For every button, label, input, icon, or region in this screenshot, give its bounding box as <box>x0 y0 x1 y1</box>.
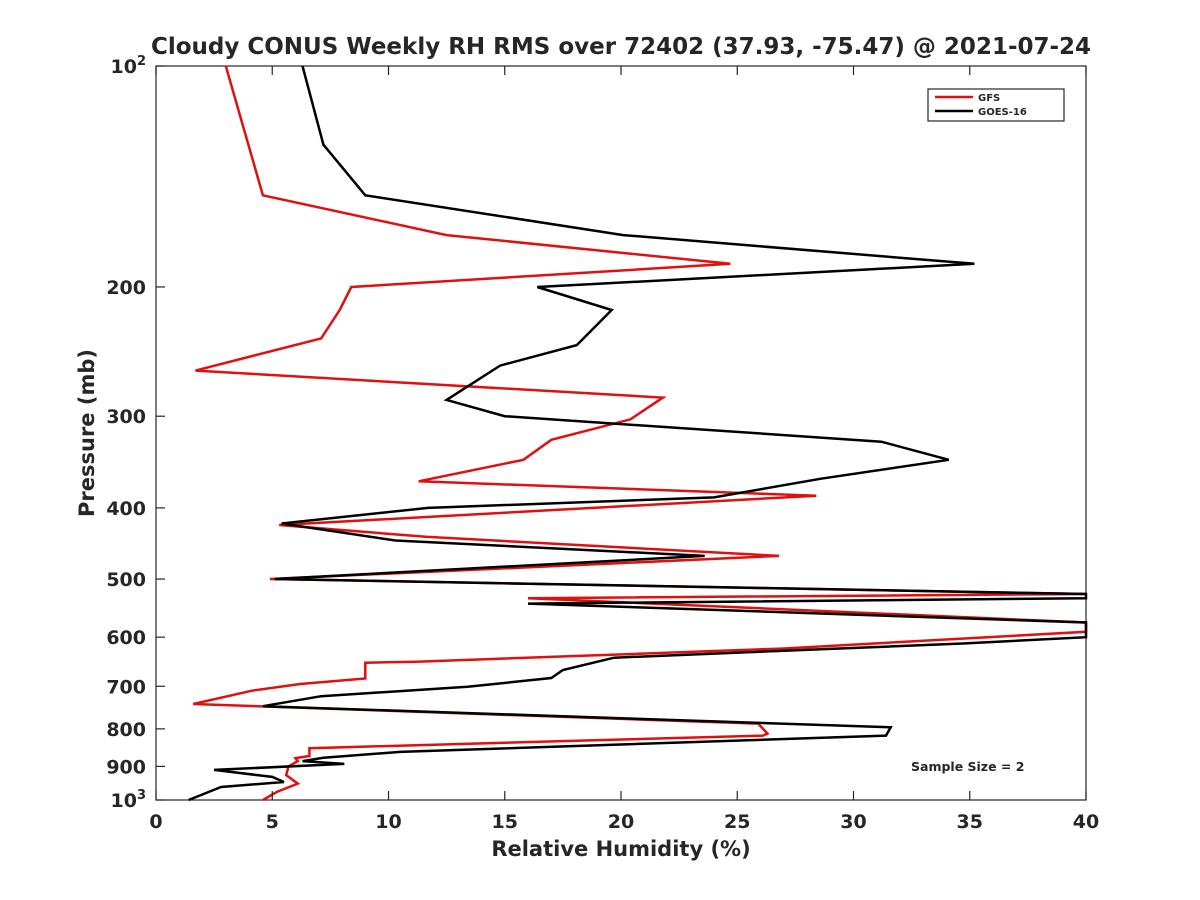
series-layer <box>188 65 1088 802</box>
x-tick-label: 10 <box>375 811 401 833</box>
legend-label-gfs: GFS <box>978 93 1000 104</box>
plot-area <box>155 65 1087 801</box>
y-tick-label: 102 <box>111 54 147 78</box>
x-tick-label: 40 <box>1073 811 1099 833</box>
y-tick-label: 900 <box>106 756 146 778</box>
x-tick-label: 25 <box>724 811 750 833</box>
x-tick-label: 20 <box>608 811 634 833</box>
legend: GFS GOES-16 <box>927 88 1065 122</box>
y-tick-label: 500 <box>106 569 146 591</box>
chart-title: Cloudy CONUS Weekly RH RMS over 72402 (3… <box>151 34 1091 60</box>
series-line-goes-16 <box>188 65 1088 802</box>
x-axis-label: Relative Humidity (%) <box>491 837 750 861</box>
y-tick-label: 300 <box>106 406 146 428</box>
legend-box <box>927 88 1065 122</box>
y-axis-label: Pressure (mb) <box>75 349 99 517</box>
y-tick-label: 103 <box>111 788 147 812</box>
x-tick-label: 15 <box>492 811 518 833</box>
x-tick-label: 30 <box>840 811 866 833</box>
x-tick-label: 0 <box>149 811 162 833</box>
y-tick-label: 200 <box>106 277 146 299</box>
y-tick-label: 400 <box>106 498 146 520</box>
legend-label-goes-16: GOES-16 <box>978 107 1027 118</box>
x-tick-label: 35 <box>957 811 983 833</box>
y-tick-label: 800 <box>106 719 146 741</box>
x-tick-label: 5 <box>266 811 279 833</box>
y-tick-label: 700 <box>106 676 146 698</box>
y-tick-label: 600 <box>106 627 146 649</box>
sample-size-annotation: Sample Size = 2 <box>911 759 1024 774</box>
